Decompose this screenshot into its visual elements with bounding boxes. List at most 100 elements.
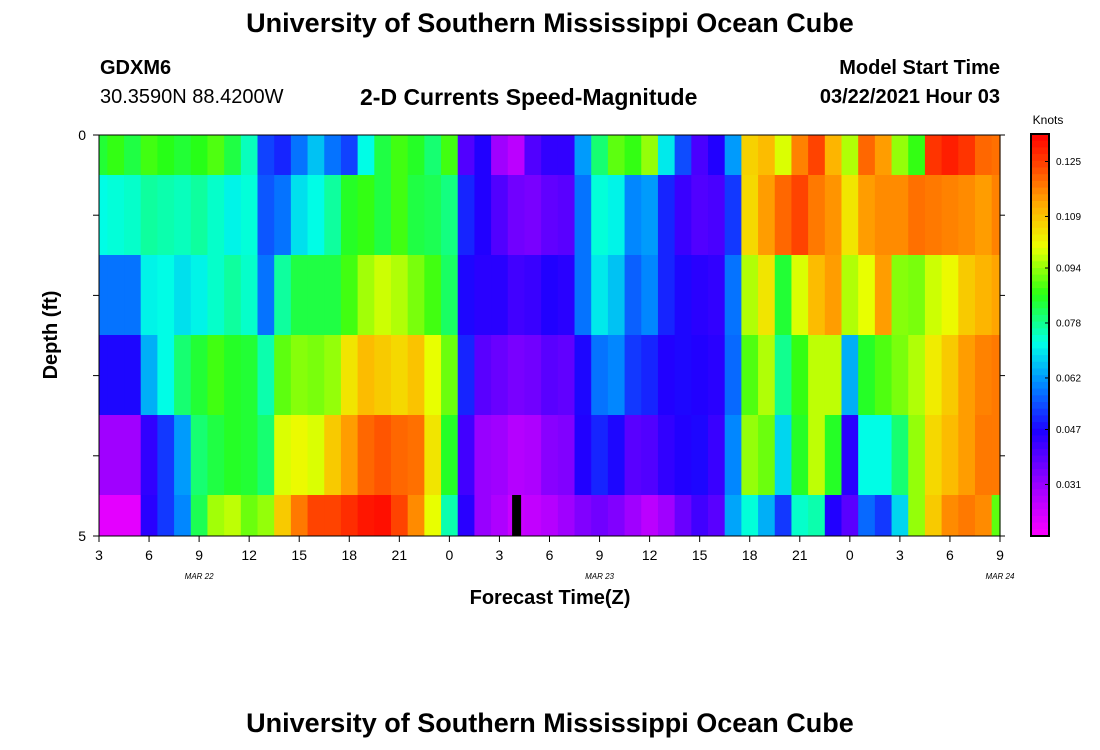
colorbar-swatch (1031, 214, 1049, 222)
colorbar-swatch (1031, 221, 1049, 229)
heatmap-cell (190, 495, 209, 536)
heatmap-cell (874, 415, 893, 495)
colorbar-swatch (1031, 442, 1049, 450)
heatmap-cell (624, 415, 642, 495)
station-coordinates: 30.3590N 88.4200W (100, 86, 284, 108)
colorbar-swatch (1031, 207, 1049, 215)
heatmap-cell (274, 255, 292, 335)
colorbar-swatch (1031, 154, 1049, 162)
heatmap-cell (507, 255, 526, 335)
heatmap-cell (524, 175, 542, 255)
heatmap-cell (724, 135, 742, 175)
heatmap-cell (758, 335, 776, 415)
heatmap-cell (99, 135, 108, 175)
heatmap-cell (99, 495, 108, 536)
heatmap-cell (374, 415, 392, 495)
colorbar-swatch (1031, 335, 1049, 343)
heatmap-cell (340, 415, 359, 495)
colorbar-tick-label: 0.109 (1056, 212, 1081, 223)
colorbar-swatch (1031, 160, 1049, 169)
heatmap-cell (808, 135, 826, 175)
heatmap-cell (491, 335, 509, 415)
axes: Depth (ft) Forecast Time(Z) (40, 134, 1001, 609)
heatmap-cell (691, 135, 709, 175)
heatmap-cell (891, 175, 909, 255)
colorbar-swatch (1031, 328, 1049, 336)
heatmap-cell (257, 255, 275, 335)
heatmap-cell (808, 495, 826, 536)
heatmap-cell (641, 415, 659, 495)
heatmap-cell (958, 175, 976, 255)
heatmap-cell (574, 175, 592, 255)
heatmap-cell (174, 175, 192, 255)
x-tick-label: 15 (692, 547, 708, 563)
heatmap-cell (390, 135, 409, 175)
heatmap-cell (958, 255, 976, 335)
colorbar-swatch (1031, 274, 1049, 282)
heatmap-cell (491, 495, 509, 536)
heatmap-cell (157, 415, 175, 495)
heatmap-cell (390, 495, 409, 536)
model-start-label: Model Start Time (839, 57, 1000, 79)
heatmap-cell (274, 135, 292, 175)
heatmap-cell (858, 335, 876, 415)
heatmap-cell (991, 415, 1001, 495)
heatmap-cell (407, 415, 425, 495)
heatmap-cell (924, 495, 943, 536)
colorbar-swatch (1031, 314, 1049, 323)
heatmap-cell (974, 495, 993, 536)
heatmap-cell (424, 175, 442, 255)
heatmap-cell (974, 415, 993, 495)
heatmap-cell (357, 255, 375, 335)
heatmap-cell (507, 135, 526, 175)
heatmap-cell (357, 495, 375, 536)
x-tick-label: 3 (896, 547, 904, 563)
heatmap-cell (140, 135, 158, 175)
heatmap-cell (157, 255, 175, 335)
heatmap-cell (674, 335, 692, 415)
heatmap-cell (708, 495, 726, 536)
heatmap-cell (340, 175, 359, 255)
heatmap-cell (541, 495, 559, 536)
heatmap-cell (174, 255, 192, 335)
heatmap-cell (357, 135, 375, 175)
heatmap-cell (908, 415, 926, 495)
heatmap-cell (924, 175, 943, 255)
heatmap-cell (958, 135, 976, 175)
heatmap-cell (624, 335, 642, 415)
heatmap-cell (841, 415, 859, 495)
colorbar-swatch (1031, 361, 1049, 370)
date-label: MAR 24 (986, 572, 1015, 581)
heatmap-cell (824, 415, 843, 495)
x-tick-label: 9 (996, 547, 1004, 563)
heatmap-cell (708, 255, 726, 335)
heatmap-cell (441, 415, 459, 495)
heatmap-cell (124, 495, 142, 536)
x-tick-label: 3 (95, 547, 103, 563)
heatmap-cell (674, 135, 692, 175)
heatmap-cell (991, 255, 1001, 335)
heatmap-cell (557, 495, 576, 536)
heatmap-cell (691, 495, 709, 536)
heatmap-cell (607, 495, 626, 536)
heatmap-cell (824, 335, 843, 415)
heatmap-cell (274, 415, 292, 495)
heatmap-cell (324, 255, 342, 335)
colorbar-swatch (1031, 201, 1049, 209)
heatmap-cell (674, 255, 692, 335)
colorbar-swatch (1031, 321, 1049, 329)
heatmap-cell (824, 255, 843, 335)
heatmap-cell (491, 135, 509, 175)
heatmap-cell (290, 495, 309, 536)
heatmap-cell (541, 415, 559, 495)
heatmap-cell (991, 175, 1001, 255)
heatmap-cell (908, 495, 926, 536)
heatmap-cell (374, 175, 392, 255)
heatmap-cell (474, 335, 492, 415)
colorbar-swatch (1031, 435, 1049, 443)
heatmap-cell (874, 495, 893, 536)
heatmap-cell (641, 495, 659, 536)
heatmap-cell (891, 255, 909, 335)
x-axis-label: Forecast Time(Z) (470, 587, 631, 609)
